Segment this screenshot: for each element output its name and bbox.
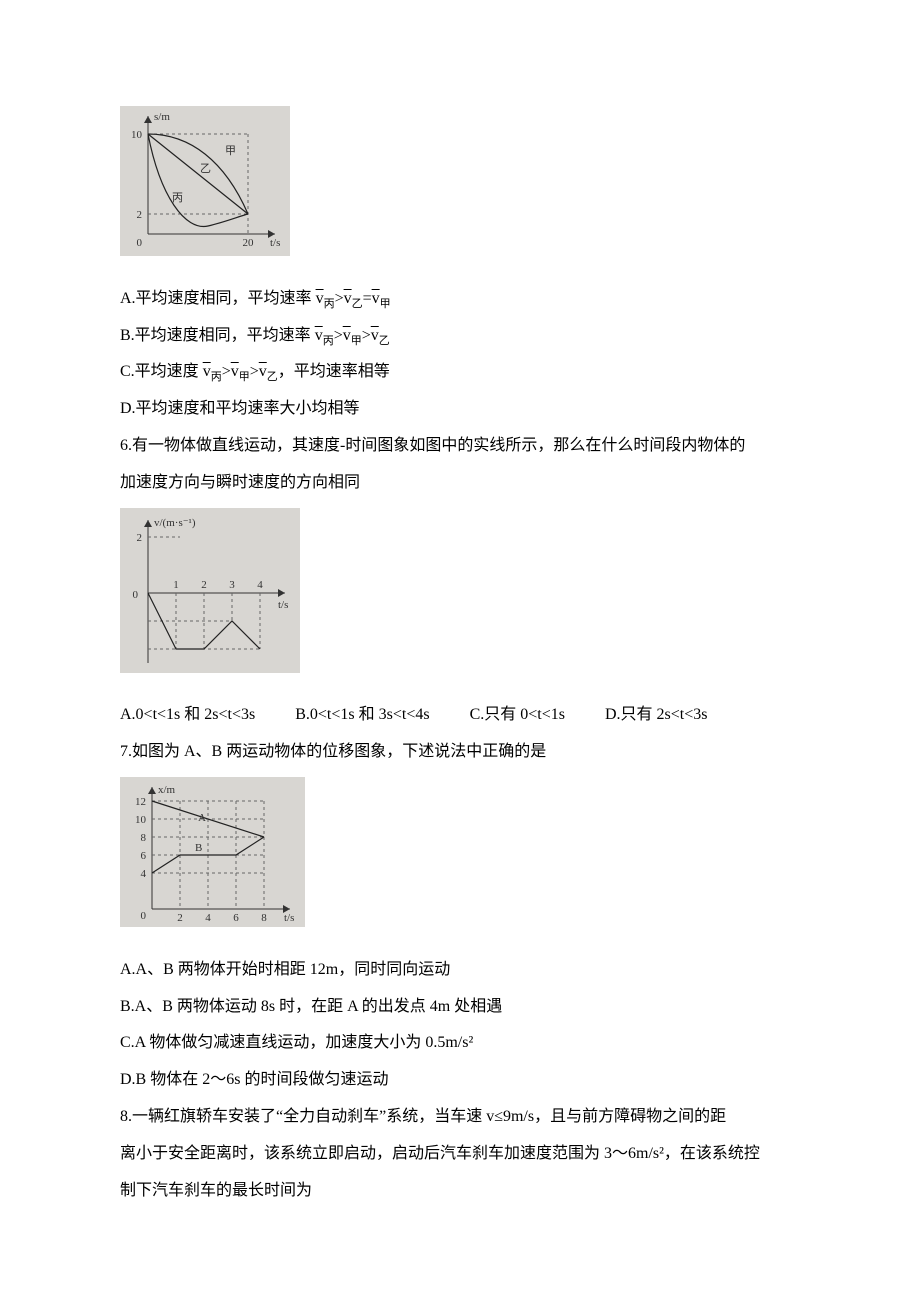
q6-stem-b: 加速度方向与瞬时速度的方向相同 xyxy=(120,465,800,502)
svg-text:4: 4 xyxy=(257,579,263,591)
q7-option-b: B.A、B 两物体运动 8s 时，在距 A 的出发点 4m 处相遇 xyxy=(120,989,800,1026)
q6-xlabel: t/s xyxy=(278,599,288,611)
svg-text:0: 0 xyxy=(137,237,143,249)
svg-text:丙: 丙 xyxy=(172,192,183,204)
svg-text:0: 0 xyxy=(133,589,139,601)
q6-option-b: B.0<t<1s 和 3s<t<4s xyxy=(295,697,429,734)
q6-options: A.0<t<1s 和 2s<t<3s B.0<t<1s 和 3s<t<4s C.… xyxy=(120,697,800,734)
svg-text:20: 20 xyxy=(243,237,255,249)
svg-text:2: 2 xyxy=(137,532,143,544)
q6-ylabel: v/(m·s⁻¹) xyxy=(154,517,196,529)
svg-text:A: A xyxy=(198,812,206,824)
q7-option-a: A.A、B 两物体开始时相距 12m，同时同向运动 xyxy=(120,952,800,989)
q8-stem-c: 制下汽车刹车的最长时间为 xyxy=(120,1173,800,1210)
q7-xlabel: t/s xyxy=(284,912,294,924)
svg-text:1: 1 xyxy=(173,579,179,591)
q6-option-d: D.只有 2s<t<3s xyxy=(605,697,708,734)
q6-option-c: C.只有 0<t<1s xyxy=(470,697,565,734)
q5-option-a: A.平均速度相同，平均速率 v丙>v乙=v甲 xyxy=(120,281,800,318)
svg-text:2: 2 xyxy=(137,209,143,221)
svg-text:0: 0 xyxy=(141,910,147,922)
q5-figure: s/m t/s 0 10 2 20 甲 乙 丙 xyxy=(120,106,290,256)
svg-text:10: 10 xyxy=(131,129,143,141)
svg-text:2: 2 xyxy=(177,912,183,924)
q5-xlabel: t/s xyxy=(270,237,280,249)
q5-option-d: D.平均速度和平均速率大小均相等 xyxy=(120,391,800,428)
q5-option-b: B.平均速度相同，平均速率 v丙>v甲>v乙 xyxy=(120,318,800,355)
q8-stem-b: 离小于安全距离时，该系统立即启动，启动后汽车刹车加速度范围为 3～6m/s²，在… xyxy=(120,1136,800,1173)
q7-option-c: C.A 物体做匀减速直线运动，加速度大小为 0.5m/s² xyxy=(120,1025,800,1062)
svg-text:8: 8 xyxy=(141,832,147,844)
svg-text:甲: 甲 xyxy=(225,145,236,157)
q5-ylabel: s/m xyxy=(154,111,170,123)
svg-text:6: 6 xyxy=(141,850,147,862)
svg-text:B: B xyxy=(195,842,202,854)
q6-stem-a: 6.有一物体做直线运动，其速度-时间图象如图中的实线所示，那么在什么时间段内物体… xyxy=(120,428,800,465)
q7-ylabel: x/m xyxy=(158,784,176,796)
svg-text:10: 10 xyxy=(135,814,147,826)
svg-text:乙: 乙 xyxy=(200,162,211,175)
svg-text:3: 3 xyxy=(229,579,235,591)
q7-stem: 7.如图为 A、B 两运动物体的位移图象，下述说法中正确的是 xyxy=(120,734,800,771)
svg-text:6: 6 xyxy=(233,912,239,924)
q7-option-d: D.B 物体在 2～6s 的时间段做匀速运动 xyxy=(120,1062,800,1099)
q7-figure: x/m t/s 0 12 10 8 6 4 2 4 6 8 xyxy=(120,777,305,927)
q6-figure: v/(m·s⁻¹) t/s 2 0 1 2 3 4 xyxy=(120,508,300,673)
svg-text:8: 8 xyxy=(261,912,267,924)
svg-text:4: 4 xyxy=(141,868,147,880)
q5-option-c: C.平均速度 v丙>v甲>v乙，平均速率相等 xyxy=(120,354,800,391)
svg-text:2: 2 xyxy=(201,579,207,591)
svg-text:4: 4 xyxy=(205,912,211,924)
svg-text:12: 12 xyxy=(135,796,146,808)
q6-option-a: A.0<t<1s 和 2s<t<3s xyxy=(120,697,255,734)
q8-stem-a: 8.一辆红旗轿车安装了“全力自动刹车”系统，当车速 v≤9m/s，且与前方障碍物… xyxy=(120,1099,800,1136)
